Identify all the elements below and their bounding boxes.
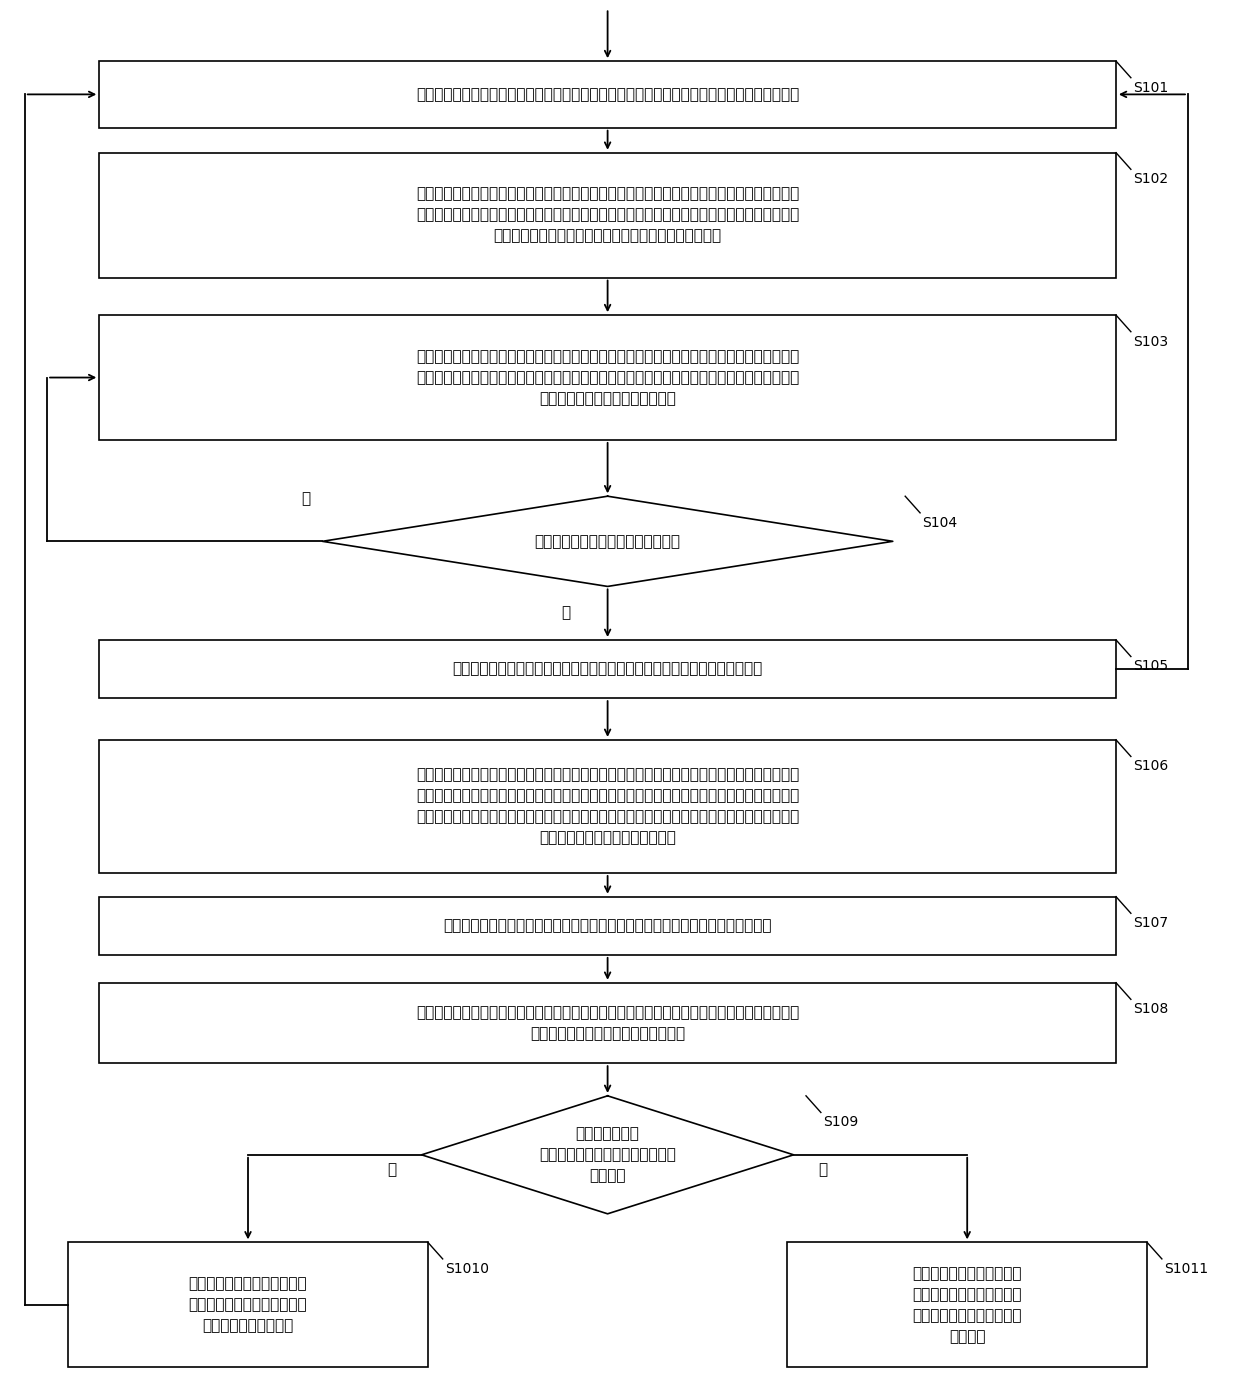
Text: S106: S106 <box>1133 759 1168 773</box>
Text: 否: 否 <box>562 605 570 620</box>
Text: S103: S103 <box>1133 335 1168 348</box>
FancyBboxPatch shape <box>99 61 1116 128</box>
Polygon shape <box>422 1097 794 1213</box>
Text: 将第一预设数量只蚂蚁中，除所述当前只蚂蚁之外的一只蚂蚁作为当前只蚂蚁: 将第一预设数量只蚂蚁中，除所述当前只蚂蚁之外的一只蚂蚁作为当前只蚂蚁 <box>453 662 763 676</box>
FancyBboxPatch shape <box>99 315 1116 440</box>
Text: S108: S108 <box>1133 1002 1168 1016</box>
Text: 根据当前次迭代对应的信息素矩阵、全局信息素挥发速率以及当前次迭代对应的解的集合，更新
当前次迭代的下一次迭代的信息素矩阵: 根据当前次迭代对应的信息素矩阵、全局信息素挥发速率以及当前次迭代对应的解的集合，… <box>415 1005 800 1041</box>
Text: 判断是否存在未被调度的待加工工件: 判断是否存在未被调度的待加工工件 <box>534 534 681 548</box>
Text: 否: 否 <box>388 1162 397 1177</box>
FancyBboxPatch shape <box>99 983 1116 1063</box>
Text: S107: S107 <box>1133 916 1168 930</box>
FancyBboxPatch shape <box>68 1242 428 1367</box>
Text: 将所述空批作为所述当前加工设备的第一当前批；并将待加工工件中的第一待加工工件调度至所
述第一当前批中；将所述待加工工件中，除所述第一待加工工件之外的第二待加工工: 将所述空批作为所述当前加工设备的第一当前批；并将待加工工件中的第一待加工工件调度… <box>415 348 800 407</box>
Text: 将当前次迭代过程中全局最
优完工时长以及全局最优能
耗对应的调度方案作为目标
调度方法: 将当前次迭代过程中全局最 优完工时长以及全局最优能 耗对应的调度方案作为目标 调… <box>913 1266 1022 1344</box>
Text: S1010: S1010 <box>445 1262 489 1276</box>
Text: 将当前次迭代对应的迭代次数
与第一预设阈值的和作为当前
次迭代对应的迭代次数: 将当前次迭代对应的迭代次数 与第一预设阈值的和作为当前 次迭代对应的迭代次数 <box>188 1276 308 1334</box>
Text: 将所述当前次迭代过程中所有蚂蚁对应的调度方案作为所述当前次迭代过程的解集: 将所述当前次迭代过程中所有蚂蚁对应的调度方案作为所述当前次迭代过程的解集 <box>444 919 771 933</box>
Text: 判断所述当前次
迭代对应的迭代次数是否等于第二
预设阈值: 判断所述当前次 迭代对应的迭代次数是否等于第二 预设阈值 <box>539 1126 676 1184</box>
Text: 获取所述多目标中的每个目标的信息素矩阵，以及预设的针对所述当前只蚂蚁的目标偏好向量，
并针对第二预设数量个加工设备中的每一加工设备，获取每一目标与对应的目标偏好: 获取所述多目标中的每个目标的信息素矩阵，以及预设的针对所述当前只蚂蚁的目标偏好向… <box>415 186 800 244</box>
Text: S105: S105 <box>1133 659 1168 673</box>
Text: S101: S101 <box>1133 81 1168 94</box>
FancyBboxPatch shape <box>99 740 1116 873</box>
FancyBboxPatch shape <box>99 640 1116 698</box>
Text: 是: 是 <box>301 491 310 507</box>
Polygon shape <box>322 497 893 586</box>
Text: S109: S109 <box>823 1116 858 1130</box>
Text: S1011: S1011 <box>1164 1262 1209 1276</box>
FancyBboxPatch shape <box>99 897 1116 955</box>
Text: S104: S104 <box>923 516 957 530</box>
FancyBboxPatch shape <box>787 1242 1147 1367</box>
Text: 将当前次迭代过程中得到的完工时长最小值与所述当前次迭代之前的所有迭代过程中得到的完工
时长最小值中的较小值，作为所述当前次迭代对应的全局最优完工时长；将当前次迭: 将当前次迭代过程中得到的完工时长最小值与所述当前次迭代之前的所有迭代过程中得到的… <box>415 768 800 845</box>
Text: 在当前次迭代时，建立第一预设数量只蚂蚁，针对第一预设数量个蚂蚁中的当前只蚂蚁建立空批: 在当前次迭代时，建立第一预设数量只蚂蚁，针对第一预设数量个蚂蚁中的当前只蚂蚁建立… <box>415 87 800 101</box>
Text: S102: S102 <box>1133 172 1168 186</box>
FancyBboxPatch shape <box>99 153 1116 278</box>
Text: 是: 是 <box>818 1162 827 1177</box>
